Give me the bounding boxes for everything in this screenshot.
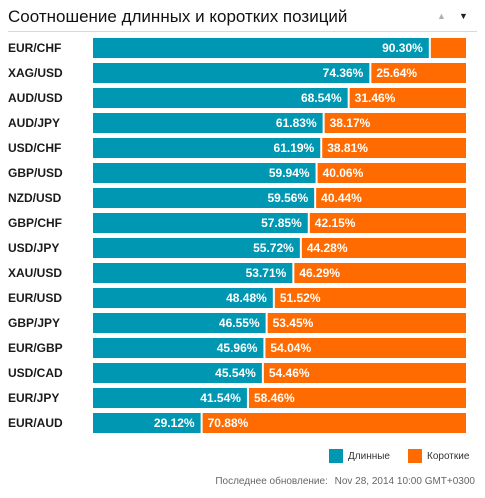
long-bar bbox=[93, 413, 201, 433]
long-value-label: 61.19% bbox=[274, 141, 315, 155]
short-value-label: 38.81% bbox=[327, 141, 368, 155]
short-value-label: 44.28% bbox=[307, 241, 348, 255]
short-bar bbox=[263, 363, 466, 383]
last-updated-timestamp: Nov 28, 2014 10:00 GMT+0300 bbox=[334, 476, 475, 487]
short-bar bbox=[317, 163, 466, 183]
category-label: EUR/AUD bbox=[8, 416, 63, 430]
long-value-label: 45.96% bbox=[217, 341, 258, 355]
short-value-label: 42.15% bbox=[315, 216, 356, 230]
category-label: AUD/USD bbox=[8, 91, 63, 105]
header-divider bbox=[8, 31, 477, 32]
long-bar bbox=[93, 138, 321, 158]
short-value-label: 46.29% bbox=[299, 266, 340, 280]
short-value-label: 53.45% bbox=[273, 316, 314, 330]
short-value-label: 25.64% bbox=[376, 66, 417, 80]
short-bar bbox=[324, 113, 466, 133]
short-value-label: 40.06% bbox=[323, 166, 364, 180]
short-bar bbox=[316, 188, 466, 208]
category-label: EUR/CHF bbox=[8, 41, 61, 55]
short-value-label: 54.46% bbox=[269, 366, 310, 380]
long-value-label: 41.54% bbox=[200, 391, 241, 405]
legend-swatch-long bbox=[329, 449, 343, 463]
long-value-label: 57.85% bbox=[261, 216, 302, 230]
long-value-label: 61.83% bbox=[276, 116, 317, 130]
long-bar bbox=[93, 88, 348, 108]
long-value-label: 46.55% bbox=[219, 316, 260, 330]
chart-header: Соотношение длинных и коротких позиций ▲… bbox=[8, 6, 477, 30]
short-bar bbox=[301, 238, 466, 258]
category-label: EUR/GBP bbox=[8, 341, 63, 355]
long-bar bbox=[93, 38, 429, 58]
short-value-label: 54.04% bbox=[270, 341, 311, 355]
chart-title: Соотношение длинных и коротких позиций bbox=[8, 7, 348, 26]
short-bar bbox=[349, 88, 466, 108]
category-label: EUR/JPY bbox=[8, 391, 59, 405]
category-label: GBP/JPY bbox=[8, 316, 60, 330]
short-bar bbox=[294, 263, 466, 283]
last-updated: Последнее обновление: Nov 28, 2014 10:00… bbox=[188, 476, 475, 487]
short-bar bbox=[274, 288, 466, 308]
legend-label-short: Короткие bbox=[427, 450, 470, 462]
category-label: AUD/JPY bbox=[8, 116, 60, 130]
category-label: USD/CAD bbox=[8, 366, 63, 380]
long-value-label: 53.71% bbox=[246, 266, 287, 280]
long-value-label: 29.12% bbox=[154, 416, 195, 430]
sort-descending-icon[interactable]: ▼ bbox=[459, 10, 468, 21]
long-value-label: 68.54% bbox=[301, 91, 342, 105]
long-bar bbox=[93, 63, 370, 83]
long-bar bbox=[93, 388, 247, 408]
category-label: USD/CHF bbox=[8, 141, 61, 155]
category-label: NZD/USD bbox=[8, 191, 62, 205]
short-value-label: 38.17% bbox=[330, 116, 371, 130]
short-value-label: 58.46% bbox=[254, 391, 295, 405]
long-value-label: 48.48% bbox=[226, 291, 267, 305]
chart-legend: Длинные Короткие bbox=[329, 449, 485, 463]
long-value-label: 55.72% bbox=[253, 241, 294, 255]
short-value-label: 70.88% bbox=[208, 416, 249, 430]
long-bar bbox=[93, 163, 316, 183]
category-label: EUR/USD bbox=[8, 291, 62, 305]
category-label: GBP/USD bbox=[8, 166, 63, 180]
long-bar bbox=[93, 363, 262, 383]
long-value-label: 59.94% bbox=[269, 166, 310, 180]
long-value-label: 45.54% bbox=[215, 366, 256, 380]
short-value-label: 31.46% bbox=[355, 91, 396, 105]
short-bar bbox=[322, 138, 466, 158]
category-label: XAG/USD bbox=[8, 66, 63, 80]
category-label: GBP/CHF bbox=[8, 216, 62, 230]
long-value-label: 59.56% bbox=[267, 191, 308, 205]
long-bar bbox=[93, 288, 273, 308]
short-bar bbox=[371, 63, 466, 83]
long-bar bbox=[93, 238, 300, 258]
category-label: XAU/USD bbox=[8, 266, 62, 280]
legend-label-long: Длинные bbox=[348, 450, 390, 462]
short-value-label: 51.52% bbox=[280, 291, 321, 305]
long-value-label: 74.36% bbox=[323, 66, 364, 80]
legend-swatch-short bbox=[408, 449, 422, 463]
long-value-label: 90.30% bbox=[382, 41, 423, 55]
long-bar bbox=[93, 188, 315, 208]
category-label: USD/JPY bbox=[8, 241, 59, 255]
long-short-ratio-chart: EUR/CHF 90.30% XAG/USD 74.36% 25.64% AUD/USD 6… bbox=[8, 38, 466, 433]
short-value-label: 40.44% bbox=[321, 191, 362, 205]
last-updated-label: Последнее обновление: bbox=[215, 476, 328, 487]
short-bar bbox=[309, 213, 466, 233]
long-bar bbox=[93, 338, 264, 358]
short-bar bbox=[267, 313, 466, 333]
long-bar bbox=[93, 113, 323, 133]
short-bar bbox=[430, 38, 466, 58]
long-bar bbox=[93, 313, 266, 333]
short-bar bbox=[265, 338, 466, 358]
short-bar bbox=[202, 413, 466, 433]
short-bar bbox=[248, 388, 466, 408]
long-bar bbox=[93, 213, 308, 233]
sort-ascending-icon[interactable]: ▲ bbox=[437, 10, 446, 21]
long-bar bbox=[93, 263, 293, 283]
